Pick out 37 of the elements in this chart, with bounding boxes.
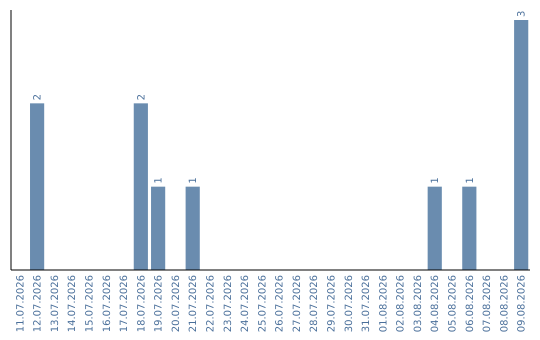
x-tick-label: 22.07.2026 [205, 275, 216, 332]
x-tick-label: 14.07.2026 [67, 275, 78, 332]
x-tick-label: 29.07.2026 [326, 275, 338, 332]
data-label: 1 [154, 177, 165, 184]
x-tick-label: 11.07.2026 [15, 275, 26, 332]
x-tick-label: 25.07.2026 [257, 275, 268, 332]
x-tick-label: 04.08.2026 [430, 275, 442, 332]
x-tick-label: 02.08.2026 [396, 275, 407, 332]
x-tick-label: 19.07.2026 [154, 275, 165, 332]
x-tick-label: 05.08.2026 [448, 275, 459, 332]
x-tick-label: 24.07.2026 [240, 275, 252, 332]
x-tick-label: 31.07.2026 [361, 275, 372, 332]
x-tick-label: 13.07.2026 [50, 275, 61, 332]
x-tick-label: 20.07.2026 [170, 275, 182, 332]
data-label: 2 [136, 94, 148, 100]
data-label: 1 [188, 177, 200, 184]
x-tick-label: 18.07.2026 [136, 275, 148, 332]
x-tick-label: 08.08.2026 [499, 275, 510, 332]
x-tick-label: 07.08.2026 [482, 275, 494, 332]
x-tick-label: 01.08.2026 [378, 275, 390, 332]
x-tick-label: 15.07.2026 [84, 275, 96, 332]
x-tick-label: 17.07.2026 [119, 275, 130, 332]
x-tick-label: 09.08.2026 [516, 275, 528, 332]
x-tick-label: 26.07.2026 [274, 275, 286, 332]
x-tick-label: 28.07.2026 [309, 275, 320, 332]
data-label: 1 [430, 177, 442, 184]
data-label: 1 [464, 177, 476, 184]
x-tick-label: 27.07.2026 [292, 275, 303, 332]
x-tick-label: 21.07.2026 [188, 275, 200, 332]
x-tick-label: 30.07.2026 [344, 275, 355, 332]
data-label: 2 [32, 94, 44, 100]
x-tick-label: 06.08.2026 [464, 275, 476, 332]
x-tick-label: 03.08.2026 [412, 275, 424, 332]
x-tick-label: 23.07.2026 [222, 275, 234, 332]
data-label: 3 [516, 10, 528, 17]
x-tick-label: 16.07.2026 [102, 275, 113, 332]
x-tick-label: 12.07.2026 [32, 275, 44, 332]
